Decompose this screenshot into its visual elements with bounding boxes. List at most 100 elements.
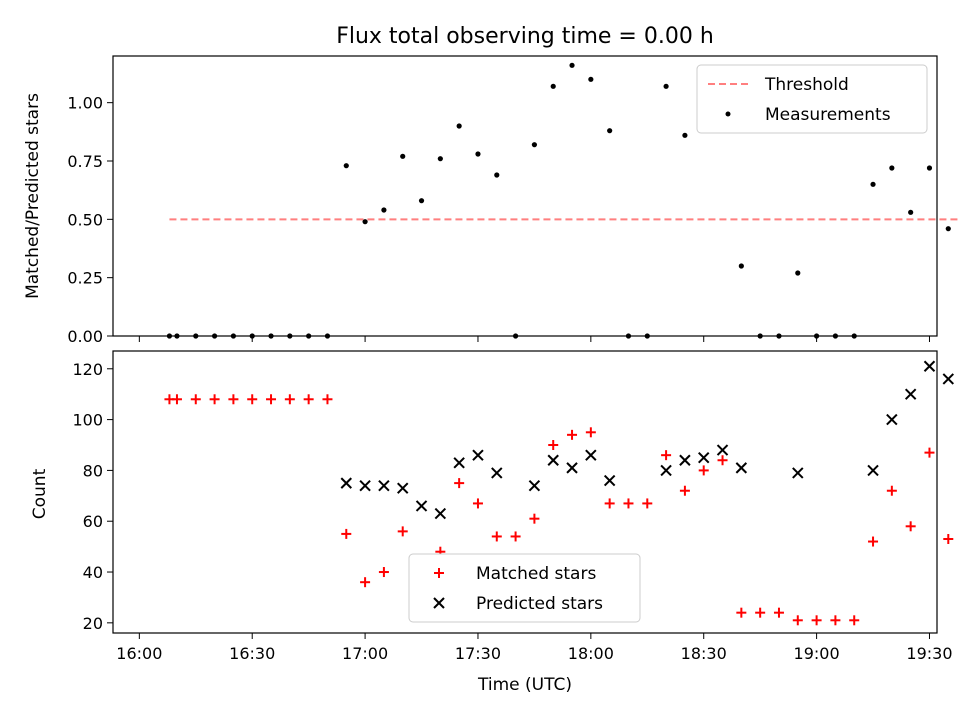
bottom-y-tick-label: 40 [83, 563, 103, 582]
matched-star-point [209, 394, 220, 405]
legend-measurements-swatch [725, 111, 731, 117]
measurement-point [569, 62, 575, 68]
matched-star-point [755, 607, 766, 618]
legend-predicted-label: Predicted stars [476, 594, 603, 614]
matched-star-point [303, 394, 314, 405]
matched-star-point [811, 615, 822, 626]
matched-star-point [924, 447, 935, 458]
matched-star-point [905, 521, 916, 532]
predicted-star-point [698, 451, 710, 464]
measurement-point [512, 333, 519, 339]
matched-star-point [868, 536, 879, 547]
bottom-x-tick-label: 17:00 [342, 644, 388, 663]
bottom-x-tick-label: 19:00 [794, 644, 840, 663]
bottom-y-tick-label: 100 [72, 411, 103, 430]
bottom-x-tick-label: 18:30 [681, 644, 727, 663]
predicted-star-point [867, 464, 879, 477]
measurement-point [343, 163, 349, 169]
measurement-point [166, 333, 173, 339]
matched-star-point [171, 394, 182, 405]
measurement-point [757, 333, 763, 339]
measurement-point [832, 333, 839, 339]
top-y-tick-label: 0.50 [67, 210, 103, 229]
measurement-point [456, 123, 462, 129]
matched-star-point [943, 534, 954, 544]
top-y-tick-label: 0.75 [67, 152, 103, 171]
matched-star-point [454, 478, 465, 489]
top-legend-box [696, 64, 928, 134]
bottom-x-tick-label: 19:30 [906, 644, 952, 663]
matched-star-point [717, 455, 728, 466]
matched-star-point [397, 526, 408, 537]
bottom-y-tick-label: 80 [83, 461, 103, 480]
predicted-star-point [679, 454, 691, 466]
measurement-point [494, 172, 500, 178]
measurement-point [813, 333, 820, 339]
matched-stars-series [164, 394, 954, 626]
legend-matched-swatch [434, 568, 444, 578]
measurement-point [193, 333, 199, 339]
legend-measurements-label: Measurements [765, 105, 891, 125]
measurement-point [795, 270, 801, 276]
predicted-star-point [547, 454, 559, 466]
matched-star-point [849, 615, 860, 626]
matched-star-point [247, 394, 258, 405]
measurement-point [531, 142, 538, 148]
matched-star-point [228, 394, 239, 405]
predicted-star-point [434, 507, 447, 520]
bottom-y-tick-label: 60 [83, 512, 103, 531]
top-y-tick-label: 0.25 [67, 269, 103, 288]
matched-star-point [567, 429, 578, 440]
predicted-star-point [397, 482, 409, 494]
matched-star-point [736, 607, 747, 618]
measurement-point [908, 209, 914, 215]
predicted-star-point [792, 467, 804, 479]
measurement-point [400, 153, 406, 159]
measurement-point [738, 263, 744, 269]
top-y-tick-label: 0.00 [67, 327, 103, 346]
measurement-point [851, 333, 857, 339]
predicted-star-point [603, 474, 616, 487]
bottom-legend: Matched stars Predicted stars [408, 553, 641, 623]
predicted-star-point [660, 464, 672, 477]
matched-star-point [472, 498, 483, 509]
matched-star-point [266, 394, 277, 405]
matched-star-point [360, 577, 371, 588]
matched-star-point [341, 528, 352, 539]
matched-star-point [322, 394, 333, 405]
predicted-star-point [453, 457, 465, 469]
matched-star-point [623, 498, 634, 509]
predicted-star-point [716, 444, 729, 456]
matched-star-point [661, 450, 672, 461]
matched-star-point [679, 485, 690, 496]
measurement-point [381, 207, 387, 213]
x-axis-label: Time (UTC) [477, 675, 572, 695]
measurement-point [437, 156, 443, 162]
bottom-x-axis: 16:00 16:30 17:00 17:30 18:00 18:30 19:00 19:30… [116, 633, 953, 663]
predicted-star-point [585, 449, 597, 461]
legend-threshold-label: Threshold [764, 75, 849, 95]
measurement-point [174, 333, 180, 339]
measurement-point [625, 333, 632, 339]
top-y-tick-label: 1.00 [67, 94, 103, 113]
top-plot-area: 0.00 0.25 0.50 0.75 1.00 [67, 55, 960, 346]
matched-star-point [548, 440, 559, 450]
measurement-point [663, 83, 669, 89]
matched-star-point [378, 567, 389, 578]
matched-star-point [284, 394, 295, 405]
matched-star-point [792, 615, 803, 626]
bottom-x-tick-label: 17:30 [455, 644, 501, 663]
measurements-series [166, 62, 951, 339]
measurement-point [776, 333, 782, 339]
matched-star-point [642, 498, 653, 509]
top-y-axis: 0.00 0.25 0.50 0.75 1.00 [67, 94, 113, 346]
predicted-star-point [340, 477, 352, 489]
chart-title: Flux total observing time = 0.00 h [336, 24, 714, 49]
measurement-point [418, 198, 425, 204]
top-y-axis-label: Matched/Predicted stars [23, 93, 43, 299]
predicted-star-point [491, 467, 503, 479]
measurement-point [588, 76, 594, 82]
measurement-point [362, 219, 368, 225]
bottom-plot-area: 20 40 60 80 100 120 16:00 16:30 17:00 17:30 18:00… [72, 350, 954, 663]
